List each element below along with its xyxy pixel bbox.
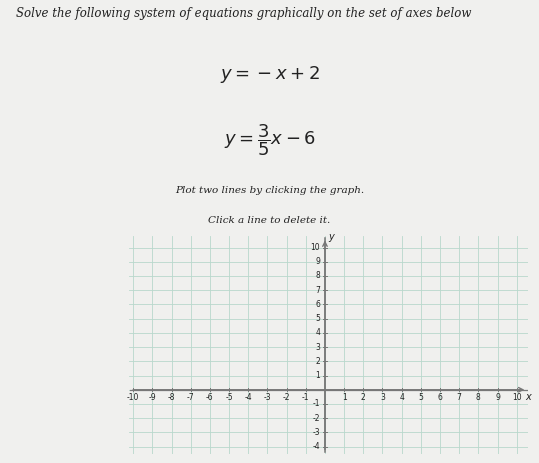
Text: 10: 10 xyxy=(310,243,320,252)
Text: -1: -1 xyxy=(302,393,309,402)
Text: 4: 4 xyxy=(399,393,404,402)
Text: x: x xyxy=(526,392,531,402)
Text: -1: -1 xyxy=(313,400,320,408)
Text: Solve the following system of equations graphically on the set of axes below: Solve the following system of equations … xyxy=(16,7,472,20)
Text: 3: 3 xyxy=(315,343,320,351)
Text: -2: -2 xyxy=(283,393,291,402)
Text: $y = \dfrac{3}{5}x - 6$: $y = \dfrac{3}{5}x - 6$ xyxy=(224,123,315,158)
Text: -3: -3 xyxy=(264,393,271,402)
Text: Click a line to delete it.: Click a line to delete it. xyxy=(209,216,330,225)
Text: 7: 7 xyxy=(457,393,461,402)
Text: -3: -3 xyxy=(313,428,320,437)
Text: 2: 2 xyxy=(361,393,365,402)
Text: 8: 8 xyxy=(315,271,320,281)
Text: 10: 10 xyxy=(512,393,522,402)
Text: -9: -9 xyxy=(149,393,156,402)
Text: 7: 7 xyxy=(315,286,320,294)
Text: 2: 2 xyxy=(315,357,320,366)
Text: $y = -x + 2$: $y = -x + 2$ xyxy=(219,64,320,85)
Text: 3: 3 xyxy=(380,393,385,402)
Text: 8: 8 xyxy=(476,393,481,402)
Text: 6: 6 xyxy=(315,300,320,309)
Text: 1: 1 xyxy=(342,393,347,402)
Text: 4: 4 xyxy=(315,328,320,338)
Text: -4: -4 xyxy=(245,393,252,402)
Text: y: y xyxy=(328,232,334,242)
Text: -6: -6 xyxy=(206,393,213,402)
Text: 1: 1 xyxy=(315,371,320,380)
Text: 6: 6 xyxy=(438,393,443,402)
Text: 9: 9 xyxy=(495,393,500,402)
Text: Plot two lines by clicking the graph.: Plot two lines by clicking the graph. xyxy=(175,187,364,195)
Text: 5: 5 xyxy=(418,393,423,402)
Text: -10: -10 xyxy=(127,393,140,402)
Text: 9: 9 xyxy=(315,257,320,266)
Text: -8: -8 xyxy=(168,393,175,402)
Text: -4: -4 xyxy=(313,442,320,451)
Text: 5: 5 xyxy=(315,314,320,323)
Text: -2: -2 xyxy=(313,413,320,423)
Text: -5: -5 xyxy=(225,393,233,402)
Text: -7: -7 xyxy=(187,393,195,402)
